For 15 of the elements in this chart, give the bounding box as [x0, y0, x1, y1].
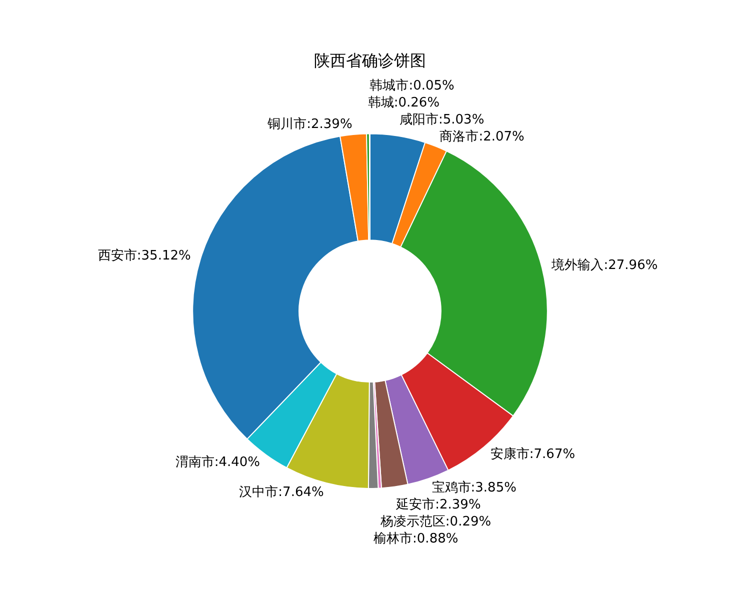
slice-label: 韩城市:0.05%	[370, 78, 454, 94]
slice-label: 商洛市:2.07%	[440, 130, 524, 145]
slice-label: 西安市:35.12%	[98, 247, 191, 264]
slice-label: 延安市:2.39%	[395, 496, 481, 512]
slice-label: 榆林市:0.88%	[374, 531, 458, 546]
slice-label: 渭南市:4.40%	[175, 455, 260, 470]
slice-label: 汉中市:7.64%	[239, 485, 324, 500]
slice-label: 铜川市:2.39%	[266, 116, 352, 132]
slice-label: 境外输入:27.96%	[550, 256, 658, 273]
slice-label: 韩城:0.26%	[368, 96, 440, 111]
chart-title: 陕西省确诊饼图	[314, 50, 426, 70]
slice-label: 安康市:7.67%	[490, 446, 576, 462]
slice-label: 宝鸡市:3.85%	[432, 479, 516, 496]
slice-label: 杨凌示范区:0.29%	[379, 514, 492, 530]
slice-label: 咸阳市:5.03%	[399, 112, 484, 128]
